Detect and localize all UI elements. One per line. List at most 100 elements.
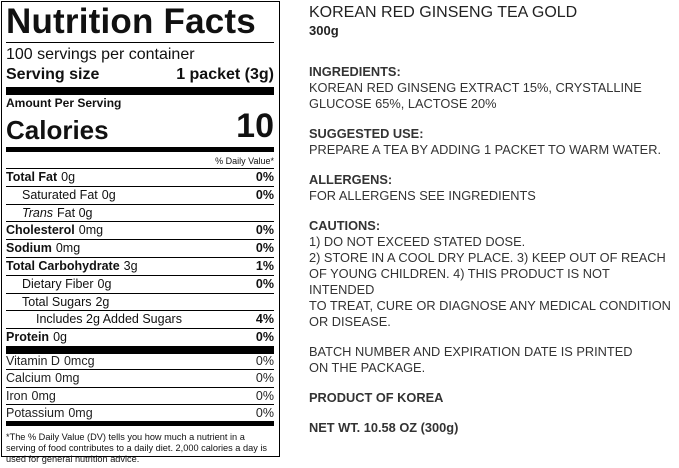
nutrient-name: Includes 2g Added Sugars [36,312,182,327]
vitamin-left: Vitamin D 0mcg [6,353,95,369]
nutrient-amount: 0mg [55,241,81,256]
nutrient-left: Total Fat 0g [6,169,75,186]
nutrient-left: Protein 0g [6,329,67,346]
vitamin-list: Vitamin D 0mcg 0% Calcium 0mg 0% Iron 0mg 0% Pota… [6,353,274,421]
serving-size-label: Serving size [6,66,100,83]
section: NET WT. 10.58 OZ (300g) [309,420,677,436]
nutrient-row: Total Carbohydrate 3g 1% [6,256,274,275]
nutrient-name: Trans [22,205,54,220]
nutrient-row: Total Sugars 2g [6,292,274,311]
nutrient-row: Trans Fat 0g [6,203,274,222]
calories-value: 10 [236,107,274,145]
footnote: *The % Daily Value (DV) tells you how mu… [6,432,267,465]
nutrient-name: Cholesterol [6,223,75,238]
medium-bar [6,147,274,152]
daily-value-header: % Daily Value* [215,156,274,166]
nutrient-row: Includes 2g Added Sugars 4% [6,310,274,328]
vitamin-name: Potassium [6,405,65,420]
vitamin-row: Iron 0mg 0% [6,386,274,404]
nutrient-name: Total Sugars [22,294,92,309]
nutrient-name: Dietary Fiber [22,276,94,291]
nutrient-row: Sodium 0mg 0% [6,239,274,257]
nutrient-amount: 3g [123,258,138,273]
section-line: TO TREAT, CURE OR DIAGNOSE ANY MEDICAL C… [309,298,671,313]
thick-bar [6,345,274,354]
section-line: FOR ALLERGENS SEE INGREDIENTS [309,188,536,203]
nutrient-dv: 0% [255,330,274,345]
section-line: BATCH NUMBER AND EXPIRATION DATE IS PRIN… [309,344,633,359]
section-line: ON THE PACKAGE. [309,360,426,375]
nutrient-left: Sodium 0mg [6,240,80,257]
section-line: OR DISEASE. [309,314,391,329]
nutrient-name: Total Carbohydrate [6,258,120,273]
nutrient-dv: 0% [255,241,274,256]
vitamin-dv: 0% [255,371,274,386]
nutrient-amount: 0mg [78,223,104,238]
section: CAUTIONS: 1) DO NOT EXCEED STATED DOSE. 2)… [309,218,677,330]
section-line: 2) STORE IN A COOL DRY PLACE. 3) KEEP OU… [309,250,666,265]
nutrient-name: Sodium [6,241,52,256]
section-heading: PRODUCT OF KOREA [309,390,444,405]
divider [6,42,274,43]
vitamin-name: Vitamin D [6,353,60,368]
section-heading: NET WT. 10.58 OZ (300g) [309,420,459,435]
nutrient-dv: 4% [255,312,274,327]
vitamin-dv: 0% [255,353,274,368]
medium-bar [6,421,274,427]
nutrient-dv: 0% [255,223,274,238]
amount-per-serving: Amount Per Serving [6,96,122,110]
servings-row: 100 servings per container [6,45,274,65]
nutrient-left: Includes 2g Added Sugars [6,311,182,328]
section-line: GLUCOSE 65%, LACTOSE 20% [309,96,497,111]
product-size: 300g [309,23,339,38]
nutrient-row: Saturated Fat 0g 0% [6,185,274,204]
nutrient-dv: 0% [255,187,274,202]
product-info: KOREAN RED GINSENG TEA GOLD 300g INGREDI… [309,4,677,450]
section-heading: SUGGESTED USE: [309,126,424,141]
nutrient-row: Protein 0g 0% [6,328,274,346]
nutrient-left: Total Carbohydrate 3g [6,258,138,275]
nutrient-row: Total Fat 0g 0% [6,168,274,186]
vitamin-dv: 0% [255,388,274,403]
nutrient-left: Cholesterol 0mg [6,222,103,239]
thick-bar [6,87,274,95]
vitamin-left: Iron 0mg [6,388,56,404]
section: INGREDIENTS: KOREAN RED GINSENG EXTRACT 1… [309,64,677,112]
nutrition-label: Nutrition Facts 100 servings per contain… [1,1,280,464]
vitamin-name: Iron [6,388,28,403]
section-line: OF YOUNG CHILDREN. 4) THIS PRODUCT IS NO… [309,266,610,297]
section: BATCH NUMBER AND EXPIRATION DATE IS PRIN… [309,344,677,376]
calories-label: Calories [6,115,109,145]
nutrient-amount: 0g [97,276,112,291]
nutrient-left: Trans Fat 0g [6,205,92,222]
nutrient-amount: Fat 0g [57,205,93,220]
vitamin-left: Calcium 0mg [6,370,79,386]
vitamin-left: Potassium 0mg [6,405,93,421]
vitamin-amount: 0mg [31,388,56,403]
nutrient-amount: 0g [101,187,116,202]
vitamin-row: Calcium 0mg 0% [6,369,274,386]
nutrient-dv: 0% [255,276,274,291]
vitamin-amount: 0mg [55,371,80,386]
section-line: PREPARE A TEA BY ADDING 1 PACKET TO WARM… [309,142,662,157]
section-line: 1) DO NOT EXCEED STATED DOSE. [309,234,526,249]
nutrient-amount: 0g [61,170,76,184]
nutrient-dv: 0% [255,170,274,184]
nutrient-row: Dietary Fiber 0g 0% [6,274,274,293]
nutrient-left: Total Sugars 2g [6,294,109,311]
vitamin-row: Vitamin D 0mcg 0% [6,353,274,369]
nutrient-name: Saturated Fat [22,187,98,202]
nutrient-name: Protein [6,330,50,345]
vitamin-amount: 0mcg [63,353,95,368]
nutrient-amount: 2g [95,294,110,309]
product-sections: INGREDIENTS: KOREAN RED GINSENG EXTRACT 1… [309,64,677,436]
vitamin-amount: 0mg [68,405,93,420]
section: PRODUCT OF KOREA [309,390,677,406]
serving-size-row: Serving size 1 packet (3g) [6,65,274,85]
nutrient-left: Saturated Fat 0g [6,187,116,204]
nutrient-list: Total Fat 0g 0% Saturated Fat 0g 0% Trans Fat 0… [6,168,274,346]
vitamin-dv: 0% [255,405,274,420]
nutrient-left: Dietary Fiber 0g [6,276,111,293]
